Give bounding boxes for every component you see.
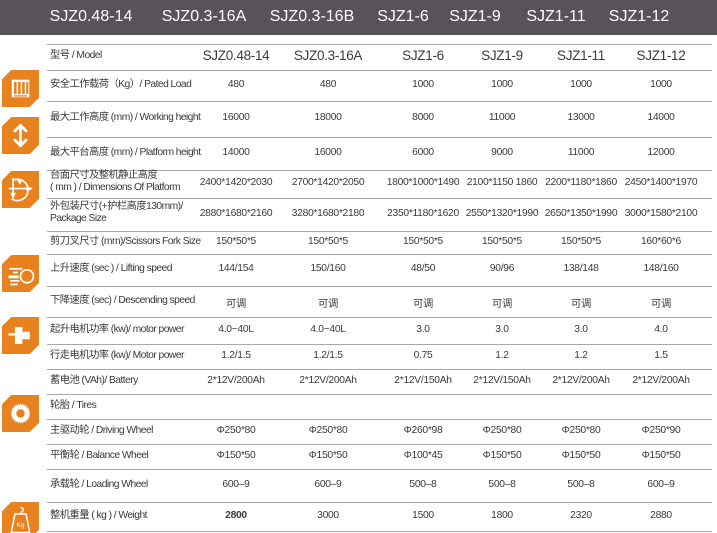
- svg-text:Kg: Kg: [17, 522, 25, 529]
